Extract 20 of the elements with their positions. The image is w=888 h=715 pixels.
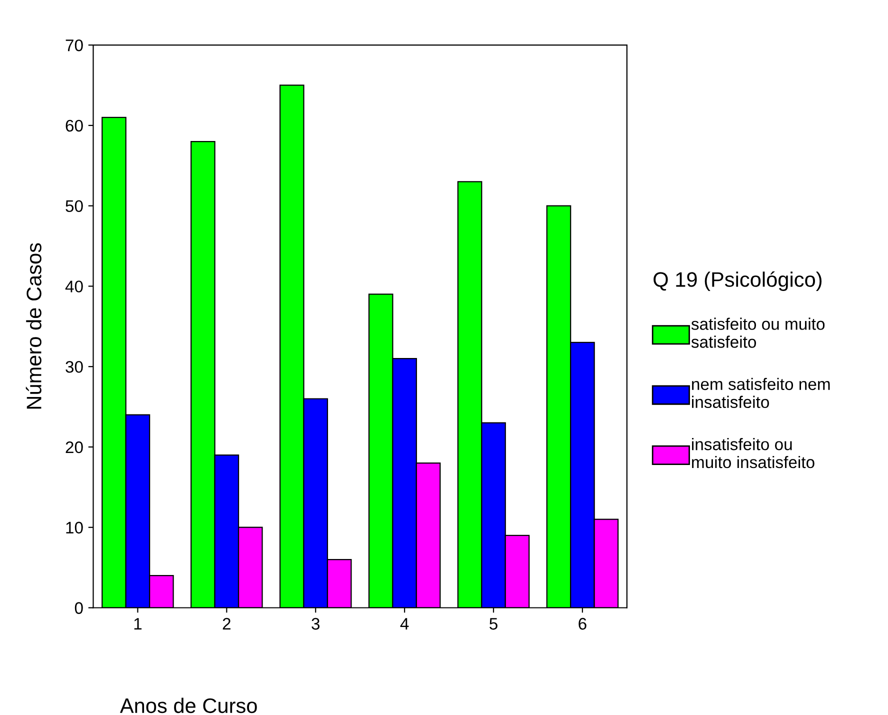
x-tick-label: 6 bbox=[578, 618, 586, 630]
y-tick-label: 50 bbox=[66, 200, 83, 212]
legend-label: nem satisfeito nem insatisfeito bbox=[692, 378, 830, 408]
y-tick-label: 60 bbox=[66, 120, 83, 132]
legend-title: Q 19 (Psicológico) bbox=[654, 271, 822, 292]
x-tick-label: 5 bbox=[490, 618, 498, 630]
y-tick-label: 20 bbox=[66, 441, 83, 454]
x-tick-label: 1 bbox=[134, 618, 142, 630]
legend-label: insatisfeito ou muito insatisfeito bbox=[692, 438, 814, 468]
x-axis-title: Anos de Curso bbox=[120, 698, 257, 714]
x-tick-label: 2 bbox=[222, 618, 230, 630]
y-tick-label: 70 bbox=[66, 39, 83, 52]
x-tick-label: 4 bbox=[400, 618, 409, 630]
y-tick-label: 0 bbox=[74, 602, 83, 614]
legend-label: satisfeito ou muito satisfeito bbox=[691, 318, 825, 348]
y-axis-title: Número de Casos bbox=[26, 243, 42, 409]
x-tick-label: 3 bbox=[312, 618, 320, 630]
y-tick-label: 40 bbox=[65, 280, 83, 292]
y-tick-label: 10 bbox=[66, 522, 83, 534]
y-tick-label: 30 bbox=[66, 360, 83, 373]
